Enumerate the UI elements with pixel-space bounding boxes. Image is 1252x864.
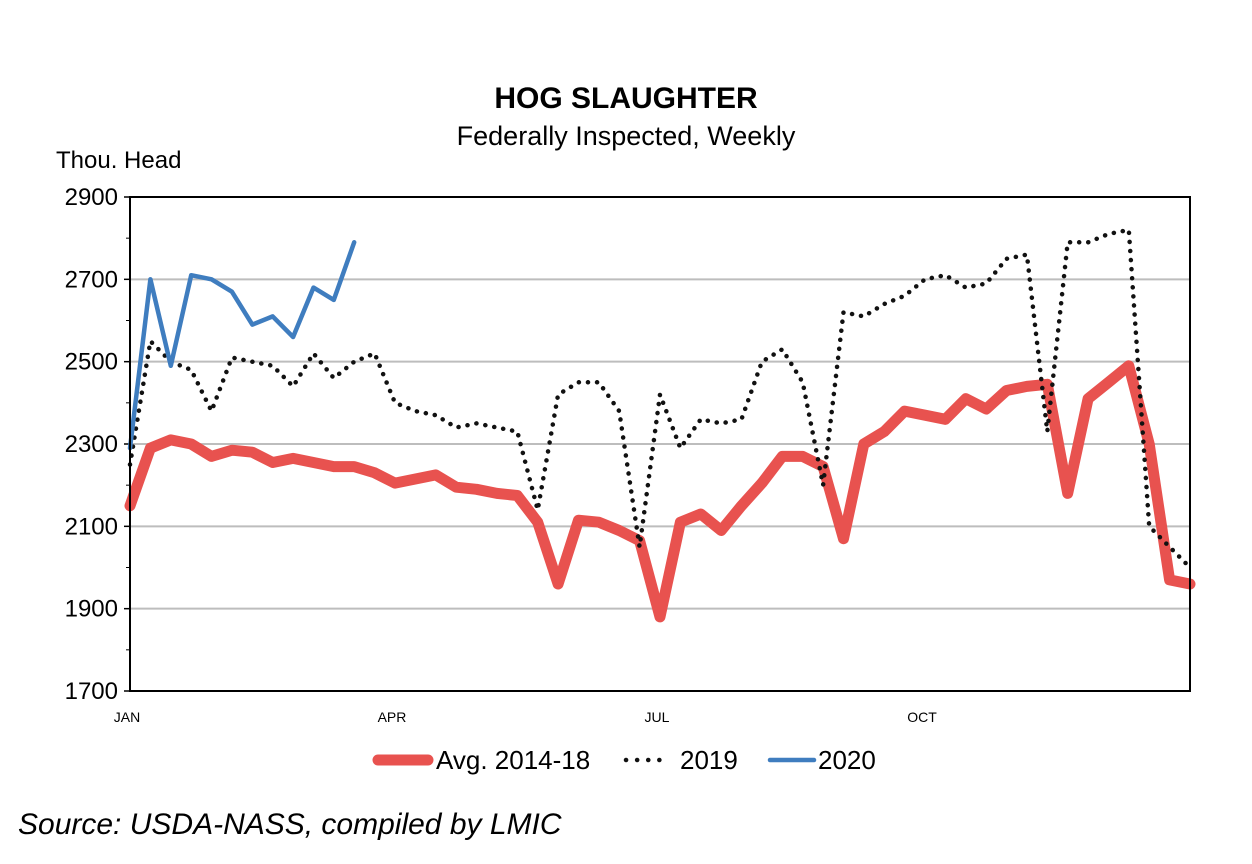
y-tick-labels: 1700 1900 2100 2300 2500 2700 2900 xyxy=(65,184,130,705)
y-tick-label: 1700 xyxy=(65,678,118,705)
x-tick-label: APR xyxy=(378,709,407,725)
series-lines xyxy=(124,227,1196,623)
y-tick-label: 2100 xyxy=(65,513,118,540)
source-note: Source: USDA-NASS, compiled by LMIC xyxy=(18,808,562,841)
y-tick-label: 2700 xyxy=(65,266,118,293)
series-line-2020 xyxy=(127,240,357,451)
x-tick-labels: JAN APR JUL OCT xyxy=(114,709,937,725)
plot-frame xyxy=(129,196,1191,692)
hog-slaughter-chart: HOG SLAUGHTER Federally Inspected, Weekl… xyxy=(56,82,1196,775)
x-tick-label: OCT xyxy=(907,709,937,725)
x-tick-label: JUL xyxy=(645,709,670,725)
y-tick-label: 2500 xyxy=(65,349,118,376)
y-tick-label: 2300 xyxy=(65,431,118,458)
y-axis-label: Thou. Head xyxy=(56,147,181,174)
legend-label-2019: 2019 xyxy=(680,745,738,775)
gridlines xyxy=(130,278,1190,610)
x-tick-label: JAN xyxy=(114,709,140,725)
series-line-2019 xyxy=(127,227,1193,570)
y-tick-label: 1900 xyxy=(65,596,118,623)
chart-title: HOG SLAUGHTER xyxy=(494,82,758,115)
legend-label-avg-2014-18: Avg. 2014-18 xyxy=(436,745,590,775)
legend: Avg. 2014-18 2019 2020 xyxy=(372,745,876,775)
y-tick-label: 2900 xyxy=(65,184,118,211)
legend-label-2020: 2020 xyxy=(818,745,876,775)
chart-subtitle: Federally Inspected, Weekly xyxy=(457,121,796,151)
series-line-avg-2014-18 xyxy=(124,360,1196,623)
